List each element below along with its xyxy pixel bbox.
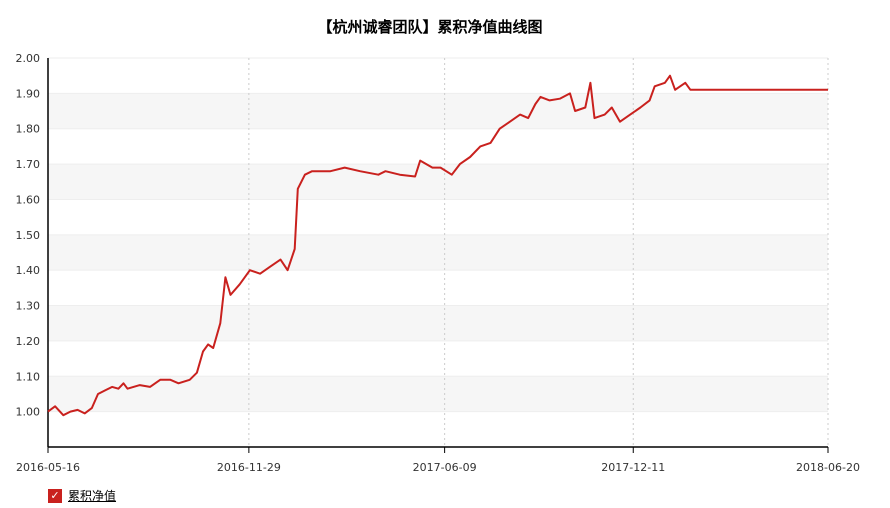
y-tick-label: 1.30 [16,300,41,313]
x-tick-label: 2018-06-20 [796,461,860,474]
legend-checkbox[interactable]: ✓ [48,488,62,503]
y-tick-label: 1.80 [16,123,41,136]
x-tick-label: 2017-12-11 [601,461,665,474]
grid-band [48,305,828,341]
y-tick-label: 1.00 [16,406,41,419]
y-tick-label: 1.90 [16,87,41,100]
y-tick-label: 1.70 [16,158,41,171]
grid-band [48,376,828,412]
grid-band [48,93,828,129]
data-line [47,74,828,417]
x-tick-label: 2017-06-09 [413,461,477,474]
grid-band [48,234,828,271]
y-tick-label: 1.10 [16,370,41,383]
grid-band [48,164,828,200]
y-tick-label: 1.40 [16,264,41,277]
legend-label[interactable]: 累积净值 [68,489,117,503]
y-tick-label: 1.60 [16,193,41,206]
y-tick-label: 1.50 [16,229,41,242]
x-tick-label: 2016-05-16 [16,461,80,474]
y-tick-label: 1.20 [16,335,41,348]
x-tick-label: 2016-11-29 [217,461,281,474]
legend-item[interactable]: ✓ 累积净值 [48,487,116,504]
y-tick-label: 2.00 [16,52,41,65]
chart-title: 【杭州诚睿团队】累积净值曲线图 [317,18,542,36]
